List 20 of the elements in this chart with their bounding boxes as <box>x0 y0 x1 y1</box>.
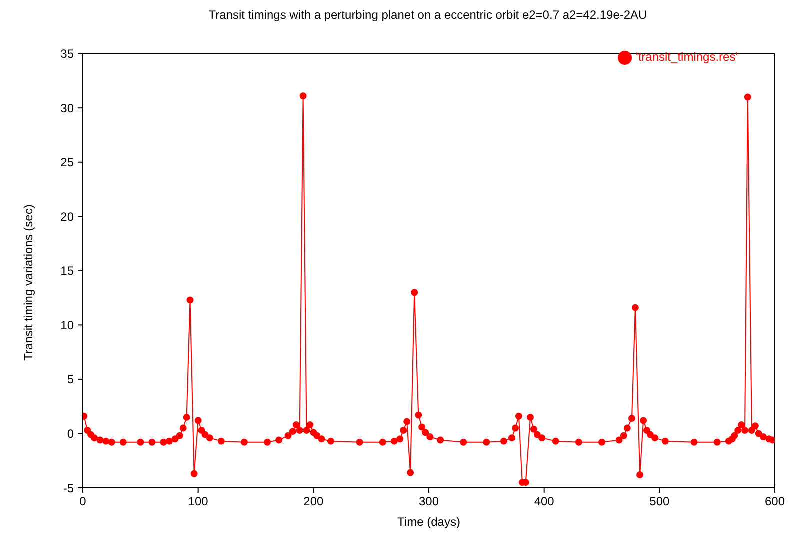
y-tick-label: 35 <box>60 47 74 62</box>
y-tick-label: 10 <box>60 318 74 332</box>
x-axis-title: Time (days) <box>398 515 460 529</box>
x-tick-label: 200 <box>304 494 324 509</box>
y-tick-label: 0 <box>67 426 74 441</box>
y-tick-label: 5 <box>67 372 74 387</box>
y-tick-label: -5 <box>63 481 74 496</box>
y-axis-title: Transit timing variations (sec) <box>21 204 36 361</box>
legend-label: 'transit_timings.res' <box>636 50 738 64</box>
x-tick-label: 0 <box>80 494 87 509</box>
x-tick-label: 300 <box>418 494 440 509</box>
x-tick-label: 600 <box>764 494 786 509</box>
y-tick-label: 15 <box>60 264 74 278</box>
y-tick-label: 20 <box>60 210 74 224</box>
y-tick-label: 30 <box>60 101 74 116</box>
y-tick-label: 25 <box>60 156 74 170</box>
chart-title: Transit timings with a perturbing planet on a eccentric orbit e2=0.7 a2=42.19e-2AU <box>208 8 648 24</box>
x-tick-label: 100 <box>188 494 209 509</box>
x-tick-label: 500 <box>650 494 670 509</box>
x-tick-label: 400 <box>534 494 555 509</box>
